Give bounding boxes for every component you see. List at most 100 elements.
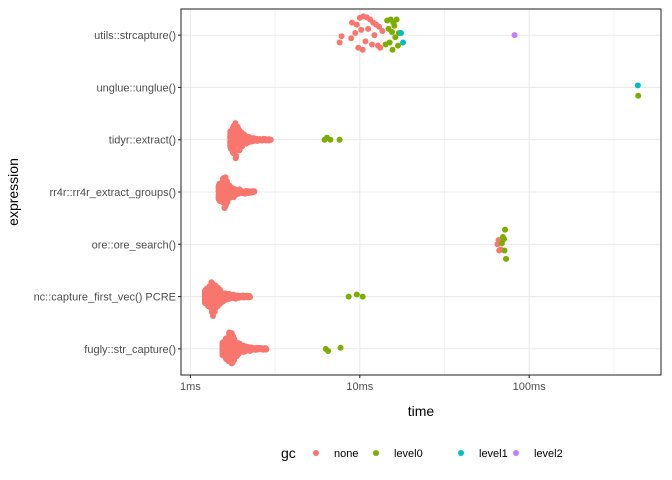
data-point xyxy=(325,347,332,354)
data-point xyxy=(219,298,226,305)
data-point xyxy=(371,32,378,39)
data-point xyxy=(214,288,221,295)
x-tick-label: 100ms xyxy=(513,381,547,393)
data-point xyxy=(336,39,343,46)
data-point xyxy=(233,138,240,145)
data-point xyxy=(232,295,239,302)
data-point xyxy=(214,303,221,310)
data-point xyxy=(359,46,366,53)
legend-title: gc xyxy=(281,445,296,461)
data-point xyxy=(221,183,228,190)
data-point xyxy=(397,30,404,37)
data-point xyxy=(229,347,236,354)
data-point xyxy=(503,255,510,262)
y-tick-label: tidyr::extract() xyxy=(109,135,176,147)
data-point xyxy=(247,347,254,354)
legend-swatch xyxy=(313,450,319,456)
data-point xyxy=(226,329,233,336)
legend-swatch xyxy=(373,450,379,456)
data-point xyxy=(231,356,238,363)
data-point xyxy=(511,32,518,39)
data-point xyxy=(236,186,243,193)
x-axis: 1ms 10ms 100ms xyxy=(180,375,546,393)
data-point xyxy=(226,183,233,190)
data-point xyxy=(250,135,257,142)
y-tick-label: rr4r::rr4r_extract_groups() xyxy=(49,187,176,199)
y-tick-label: nc::capture_first_vec() PCRE xyxy=(34,292,176,304)
data-point xyxy=(394,42,401,49)
data-point xyxy=(263,345,270,352)
data-point xyxy=(222,335,229,342)
data-point xyxy=(254,344,261,351)
data-point xyxy=(228,136,235,143)
y-tick-label: unglue::unglue() xyxy=(96,82,176,94)
data-point xyxy=(211,308,218,315)
data-point xyxy=(382,41,389,48)
data-point xyxy=(352,30,359,37)
data-point xyxy=(234,131,241,138)
data-point xyxy=(216,197,223,204)
data-point xyxy=(502,226,509,233)
legend-swatch xyxy=(458,450,464,456)
data-point xyxy=(634,82,641,89)
data-point xyxy=(260,136,267,143)
legend-label: level1 xyxy=(479,448,508,460)
data-point xyxy=(327,136,334,143)
data-point xyxy=(353,291,360,298)
data-point xyxy=(353,21,360,28)
data-point xyxy=(338,33,345,40)
data-point xyxy=(365,25,372,32)
data-point xyxy=(265,136,272,143)
data-point xyxy=(221,345,228,352)
x-axis-title: time xyxy=(408,403,435,419)
data-point xyxy=(393,16,400,23)
x-tick-label: 1ms xyxy=(180,381,201,393)
data-point xyxy=(241,190,248,197)
legend-label: level2 xyxy=(534,448,563,460)
y-axis: fugly::str_capture() nc::capture_first_ve… xyxy=(34,30,181,356)
data-point xyxy=(206,283,213,290)
data-point xyxy=(202,288,209,295)
y-tick-label: utils::strcapture() xyxy=(94,30,176,42)
data-points xyxy=(202,13,642,367)
y-axis-title: expression xyxy=(5,158,21,226)
data-point xyxy=(245,293,252,300)
data-point xyxy=(233,153,240,160)
data-point xyxy=(391,22,398,29)
data-point xyxy=(374,42,381,49)
data-point xyxy=(240,292,247,299)
data-point xyxy=(230,126,237,133)
data-point xyxy=(379,27,386,34)
data-point xyxy=(232,147,239,154)
data-point xyxy=(392,34,399,41)
legend: gc none level0 level1 level2 xyxy=(281,445,563,461)
data-point xyxy=(219,178,226,185)
data-point xyxy=(226,290,233,297)
data-point xyxy=(635,92,642,99)
data-point xyxy=(216,183,223,190)
data-point xyxy=(336,136,343,143)
data-point xyxy=(209,304,216,311)
data-point xyxy=(345,293,352,300)
data-point xyxy=(245,139,252,146)
data-point xyxy=(362,38,369,45)
legend-label: none xyxy=(334,448,358,460)
data-point xyxy=(400,39,407,46)
data-point xyxy=(250,189,257,195)
data-point xyxy=(230,340,237,347)
data-point xyxy=(202,299,209,306)
data-point xyxy=(358,26,365,33)
legend-label: level0 xyxy=(394,448,423,460)
data-point xyxy=(240,343,247,350)
y-tick-label: ore::ore_search() xyxy=(92,239,176,251)
data-point xyxy=(389,29,396,36)
data-point xyxy=(234,351,241,358)
data-point xyxy=(226,356,233,363)
data-point xyxy=(238,141,245,148)
grid-lines xyxy=(181,9,661,375)
data-point xyxy=(217,189,224,195)
data-point xyxy=(376,23,383,30)
data-point xyxy=(501,247,508,254)
data-point xyxy=(230,194,237,201)
data-point xyxy=(359,293,366,300)
